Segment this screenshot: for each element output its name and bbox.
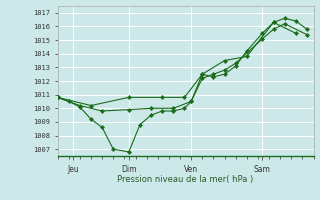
X-axis label: Pression niveau de la mer( hPa ): Pression niveau de la mer( hPa ) (117, 175, 254, 184)
